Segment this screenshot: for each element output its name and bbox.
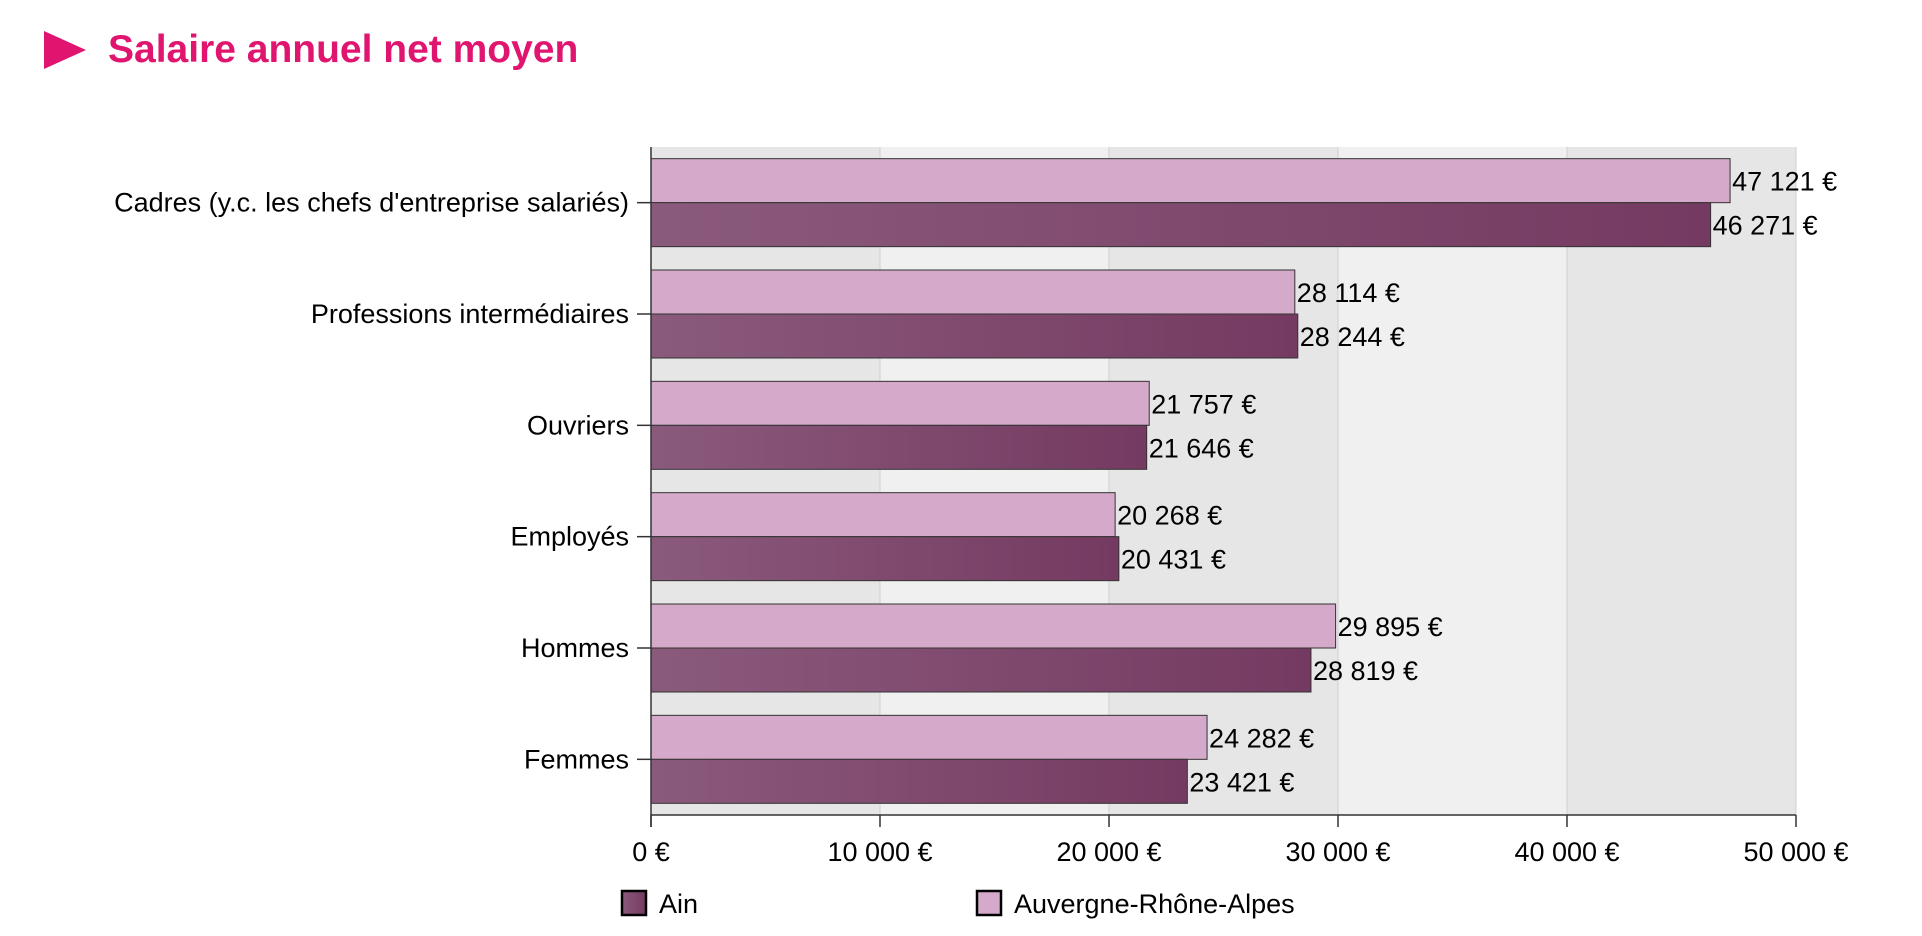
x-tick-label: 10 000 € [827,837,932,867]
legend-swatch-ain [620,889,648,917]
bar-auvergne-rhone-alpes [650,714,1208,760]
data-label: 21 646 € [1149,433,1254,463]
bar-auvergne-rhone-alpes [650,603,1337,649]
x-tick-label: 40 000 € [1514,837,1619,867]
x-tick-label: 0 € [632,837,670,867]
labels: 47 121 € 46 271 € Cadres (y.c. les chefs d… [114,167,1848,867]
category-label: Cadres (y.c. les chefs d'entreprise sala… [114,188,629,218]
category-label: Ouvriers [527,410,629,440]
bar-auvergne-rhone-alpes [650,269,1296,315]
x-tick-label: 30 000 € [1285,837,1390,867]
bar-auvergne-rhone-alpes [650,380,1150,426]
data-label: 28 244 € [1300,322,1405,352]
bar-ain [650,202,1712,248]
legend-label: Ain [659,889,698,919]
bars [650,158,1731,804]
category-label: Femmes [524,744,629,774]
gridlines [879,147,1797,815]
x-tick-label: 20 000 € [1056,837,1161,867]
data-label: 28 819 € [1313,656,1418,686]
background-band [1567,147,1796,815]
data-label: 29 895 € [1338,612,1443,642]
data-label: 47 121 € [1732,167,1837,197]
data-label: 21 757 € [1151,389,1256,419]
chart-title: Salaire annuel net moyen [108,28,579,71]
category-label: Hommes [521,633,629,663]
bar-auvergne-rhone-alpes [650,158,1731,204]
legend: Ain Auvergne-Rhône-Alpes [620,889,1295,919]
x-tick-label: 50 000 € [1743,837,1848,867]
data-label: 20 268 € [1117,501,1222,531]
category-label: Employés [510,522,629,552]
legend-swatch-auvergne-rhone-alpes [975,889,1003,917]
data-label: 46 271 € [1713,211,1818,241]
data-label: 23 421 € [1189,767,1294,797]
data-label: 20 431 € [1121,545,1226,575]
background-band [1109,147,1338,815]
bar-ain [650,647,1312,693]
legend-label: Auvergne-Rhône-Alpes [1014,889,1295,919]
play-triangle-icon [44,31,86,69]
category-label: Professions intermédiaires [311,299,629,329]
background-band [651,147,880,815]
data-label: 24 282 € [1209,723,1314,753]
background-bands [651,147,1796,815]
chart-header: Salaire annuel net moyen [44,28,578,72]
bar-ain [650,313,1299,359]
bar-ain [650,424,1148,470]
bar-ain [650,758,1188,804]
bar-auvergne-rhone-alpes [650,492,1116,538]
axes [637,147,1797,827]
background-band [880,147,1109,815]
data-label: 28 114 € [1297,278,1400,308]
bar-ain [650,536,1120,582]
background-band [1338,147,1567,815]
